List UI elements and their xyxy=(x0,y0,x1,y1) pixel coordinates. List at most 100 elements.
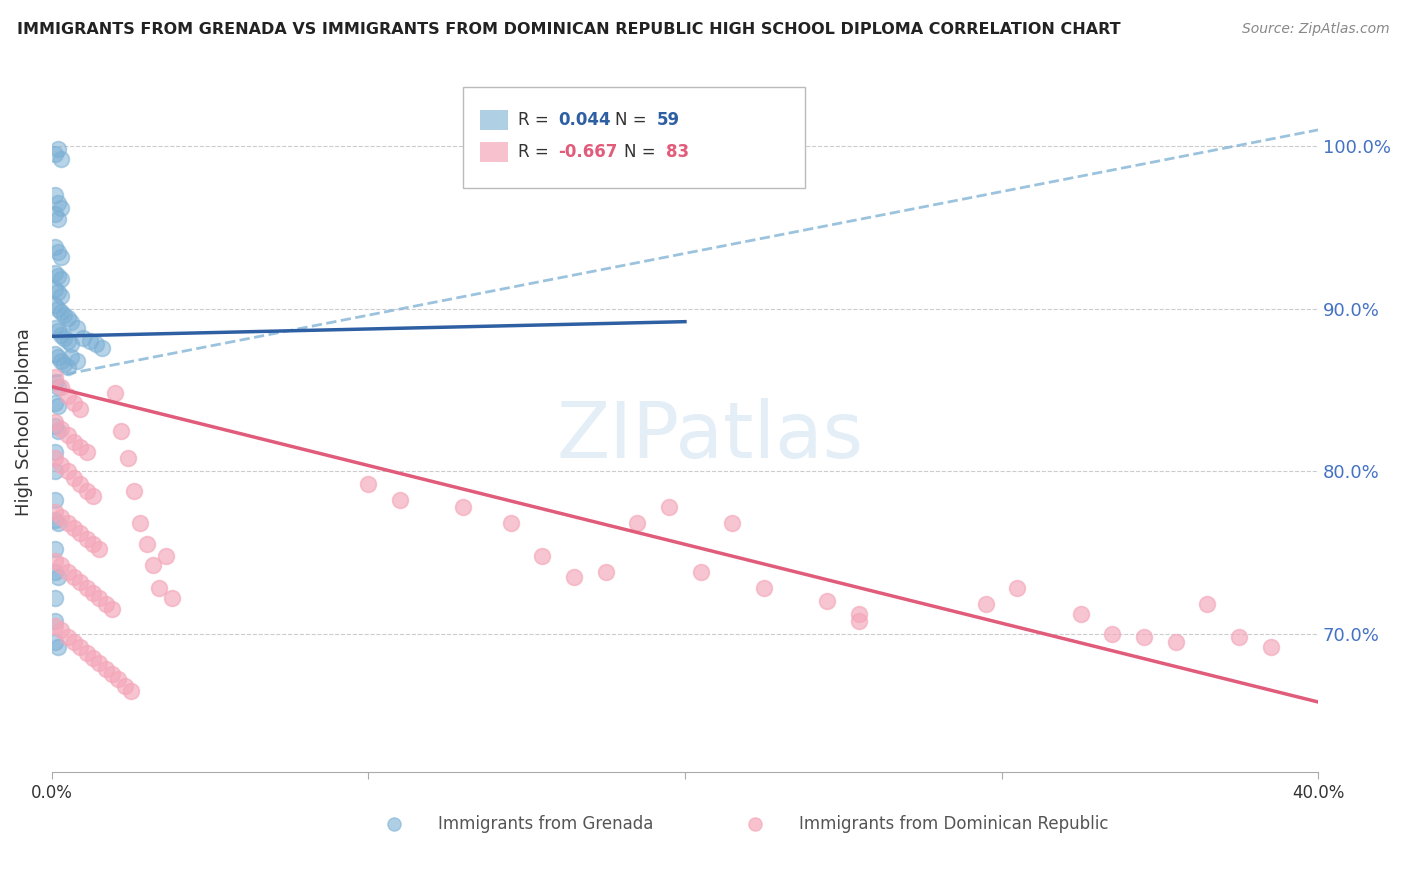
Point xyxy=(63,396,86,410)
Point xyxy=(44,542,66,557)
Point xyxy=(46,301,69,316)
Point xyxy=(44,321,66,335)
Point xyxy=(117,451,139,466)
Point xyxy=(120,683,142,698)
Point xyxy=(46,640,69,654)
Point xyxy=(51,288,73,302)
Point xyxy=(51,250,73,264)
Point xyxy=(44,347,66,361)
Point xyxy=(46,212,69,227)
Point xyxy=(63,635,86,649)
Point xyxy=(595,565,617,579)
Point xyxy=(84,337,107,351)
Point xyxy=(46,399,69,413)
Text: 59: 59 xyxy=(657,111,681,128)
Text: R =: R = xyxy=(517,143,554,161)
Point xyxy=(388,493,411,508)
Point xyxy=(46,570,69,584)
Text: 83: 83 xyxy=(666,143,689,161)
Point xyxy=(79,334,101,348)
Point xyxy=(44,416,66,430)
Point xyxy=(46,351,69,365)
Point xyxy=(46,285,69,300)
Point xyxy=(44,513,66,527)
Point xyxy=(59,337,82,351)
Point xyxy=(82,537,104,551)
Point xyxy=(44,493,66,508)
Point xyxy=(44,282,66,296)
Point xyxy=(44,464,66,478)
Point xyxy=(160,591,183,605)
Point xyxy=(658,500,681,514)
Point xyxy=(101,667,124,681)
Point xyxy=(101,602,124,616)
Point xyxy=(76,533,98,547)
Point xyxy=(51,509,73,524)
Point xyxy=(107,672,129,686)
Point xyxy=(56,334,79,348)
Point xyxy=(46,379,69,393)
Point xyxy=(110,424,132,438)
Point xyxy=(63,471,86,485)
Point xyxy=(51,624,73,638)
Point xyxy=(63,570,86,584)
Point xyxy=(53,308,76,322)
Point xyxy=(59,315,82,329)
Point xyxy=(44,505,66,519)
Point xyxy=(56,360,79,375)
Point xyxy=(1227,630,1250,644)
Point xyxy=(44,187,66,202)
Point xyxy=(129,516,152,531)
Text: Source: ZipAtlas.com: Source: ZipAtlas.com xyxy=(1241,22,1389,37)
Point xyxy=(51,272,73,286)
Point xyxy=(44,147,66,161)
Point xyxy=(91,341,114,355)
Point xyxy=(66,353,89,368)
Point xyxy=(44,375,66,389)
Point xyxy=(46,142,69,156)
Point xyxy=(44,553,66,567)
Point xyxy=(44,444,66,458)
Text: N =: N = xyxy=(624,143,661,161)
Point xyxy=(148,581,170,595)
Point xyxy=(689,565,711,579)
Point xyxy=(1007,581,1029,595)
Point xyxy=(59,351,82,365)
Point xyxy=(562,570,585,584)
Point xyxy=(69,477,91,491)
Point xyxy=(69,525,91,540)
Point xyxy=(44,451,66,466)
Point xyxy=(89,591,111,605)
Point xyxy=(76,581,98,595)
Point xyxy=(114,679,136,693)
Point xyxy=(142,558,165,573)
Text: -0.667: -0.667 xyxy=(558,143,617,161)
Point xyxy=(69,640,91,654)
Point xyxy=(51,558,73,573)
Point xyxy=(94,663,117,677)
Y-axis label: High School Diploma: High School Diploma xyxy=(15,328,32,516)
Point xyxy=(44,565,66,579)
Point xyxy=(44,614,66,628)
Point xyxy=(63,521,86,535)
Point xyxy=(56,389,79,403)
Point xyxy=(66,321,89,335)
Point xyxy=(44,591,66,605)
Point xyxy=(76,483,98,498)
Point xyxy=(44,266,66,280)
Text: 0.044: 0.044 xyxy=(558,111,612,128)
Point xyxy=(51,458,73,472)
Text: N =: N = xyxy=(616,111,652,128)
Point xyxy=(44,418,66,433)
Point xyxy=(848,614,870,628)
Point xyxy=(44,396,66,410)
Point xyxy=(94,598,117,612)
Point xyxy=(51,327,73,342)
Text: Immigrants from Grenada: Immigrants from Grenada xyxy=(439,815,654,833)
Point xyxy=(357,477,380,491)
Point xyxy=(1101,626,1123,640)
Point xyxy=(51,353,73,368)
Point xyxy=(974,598,997,612)
Point xyxy=(1164,635,1187,649)
Point xyxy=(56,428,79,442)
